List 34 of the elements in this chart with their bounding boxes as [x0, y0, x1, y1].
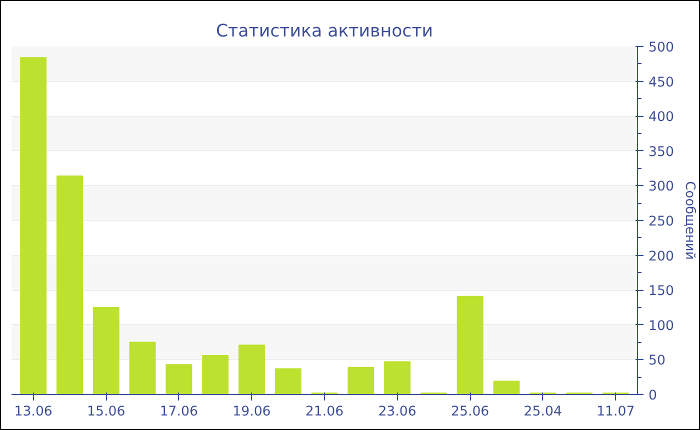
x-tick-label: 11.07: [596, 404, 635, 420]
bar: [348, 366, 374, 394]
y-tick-label: 50: [648, 354, 666, 369]
y-tick-label: 450: [648, 75, 674, 90]
y-tick-label: 350: [648, 144, 674, 160]
y-tick-label: 100: [648, 318, 674, 334]
x-tick-label: 13.06: [14, 404, 52, 420]
y-tick-label: 0: [648, 388, 657, 404]
bar: [493, 380, 520, 394]
bar: [129, 342, 156, 394]
y-tick-label: 200: [648, 249, 674, 264]
x-tick-label: 25.06: [451, 404, 490, 420]
bar: [20, 57, 47, 394]
bar: [92, 307, 120, 394]
bar: [274, 368, 302, 394]
x-tick-label: 21.06: [305, 404, 344, 420]
y-axis-title: Сообщений: [682, 181, 697, 260]
x-tick-label: 25.04: [524, 404, 562, 420]
y-tick-label: 150: [648, 284, 674, 300]
x-tick-label: 19.06: [232, 404, 271, 420]
x-tick-label: 15.06: [87, 404, 126, 420]
x-tick-label: 17.06: [160, 404, 198, 420]
y-tick-label: 500: [648, 40, 674, 56]
bar: [56, 175, 83, 394]
bar: [384, 361, 411, 394]
bar: [202, 355, 229, 394]
chart-title: Статистика активности: [216, 22, 434, 42]
bar: [456, 296, 484, 394]
bar: [238, 344, 265, 394]
bar: [166, 364, 192, 394]
y-tick-label: 400: [648, 110, 674, 126]
x-tick-label: 23.06: [378, 404, 416, 420]
y-tick-label: 250: [648, 214, 674, 230]
y-tick-label: 300: [648, 180, 674, 195]
